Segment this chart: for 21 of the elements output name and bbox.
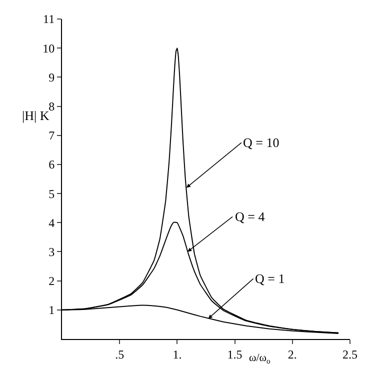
y-tick-label: 5	[48, 186, 55, 201]
x-tick-label: 1.	[172, 347, 182, 362]
annotation: Q = 1	[255, 271, 285, 286]
y-tick-label: 10	[42, 41, 55, 56]
y-tick-label: 4	[48, 216, 55, 230]
y-tick-label: 1	[48, 303, 55, 318]
y-axis-title: |H| K	[22, 108, 50, 123]
y-tick-label: 3	[48, 244, 55, 259]
x-tick-label: 2.5	[342, 347, 358, 362]
x-tick-label: 1.5	[227, 347, 242, 362]
y-tick-label: 2	[48, 274, 55, 288]
y-tick-label: 8	[48, 99, 55, 114]
y-tick-label: 6	[48, 158, 55, 172]
annotation: Q = 4	[235, 209, 266, 224]
annotation: Q = 10	[243, 135, 280, 150]
x-tick-label: 2.	[288, 347, 297, 362]
y-tick-label: 9	[48, 70, 55, 84]
y-tick-label: 11	[43, 12, 55, 26]
y-tick-label: 7	[48, 128, 55, 143]
x-tick-label: .5	[115, 347, 124, 362]
x-axis-title: ω/ω$_{o}$	[249, 352, 271, 366]
